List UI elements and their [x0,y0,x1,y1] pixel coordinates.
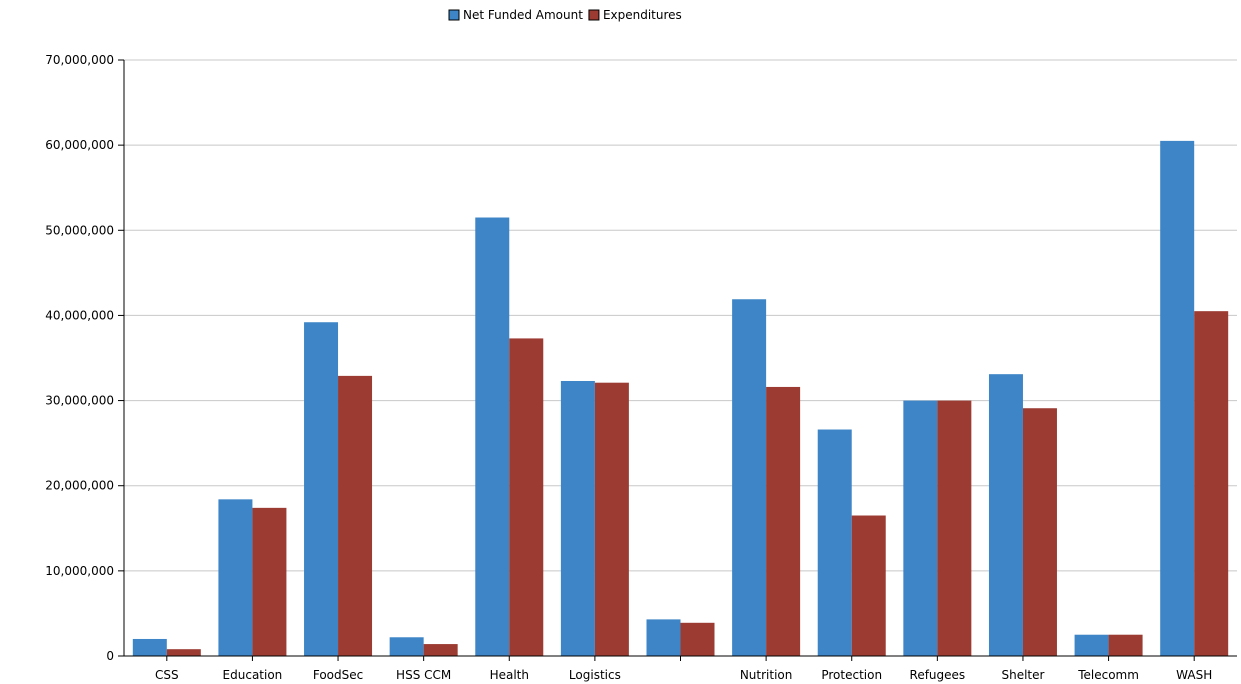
y-tick-label: 60,000,000 [45,138,114,152]
bar [1022,408,1057,656]
bar [218,499,253,656]
x-tick-label: Shelter [1001,668,1044,682]
bar [1160,140,1195,656]
bars [132,140,1229,656]
legend-label: Expenditures [603,8,682,22]
bar [988,374,1023,656]
x-tick-label: HSS CCM [396,668,451,682]
y-tick-label: 10,000,000 [45,564,114,578]
x-tick-label: Logistics [569,668,621,682]
bar [338,375,373,656]
x-tick-label: Protection [821,668,882,682]
bar [252,507,287,656]
bar [646,619,681,656]
y-tick-label: 70,000,000 [45,53,114,67]
x-tick-label: Telecomm [1077,668,1139,682]
x-tick-label: Refugees [910,668,966,682]
x-tick-label: CSS [155,668,179,682]
bar [903,400,938,656]
bar [304,322,339,656]
bar [509,338,544,656]
bar [1194,311,1229,656]
bar [1074,634,1109,656]
bar [475,217,510,656]
x-tick-label: Education [223,668,283,682]
legend-label: Net Funded Amount [463,8,583,22]
x-tick-label: Nutrition [740,668,793,682]
bar [132,638,167,656]
x-axis-ticks: CSS Education FoodSec HSS CCM Health Logistic… [155,656,1212,682]
legend-swatch [588,9,600,21]
bar [423,644,458,656]
bar [389,637,424,656]
bar [166,649,201,656]
legend-swatch [448,9,460,21]
axes [123,60,1237,657]
x-tick-label: Health [490,668,529,682]
bar [680,622,715,656]
x-tick-label: WASH [1176,668,1212,682]
y-tick-label: 0 [106,649,114,663]
bar [594,382,629,656]
legend: Net Funded Amount Expenditures [448,8,682,22]
bar [732,299,767,656]
bar [1108,634,1143,656]
bar [817,429,852,656]
bar [851,515,886,656]
gridlines [124,59,1237,572]
y-tick-label: 40,000,000 [45,308,114,322]
y-axis-ticks: 0 10,000,000 20,000,000 30,000,000 40,000,00… [45,53,124,663]
y-tick-label: 50,000,000 [45,223,114,237]
bar [766,386,801,656]
y-tick-label: 20,000,000 [45,479,114,493]
x-tick-label: FoodSec [313,668,363,682]
bar [937,400,972,656]
y-tick-label: 30,000,000 [45,394,114,408]
bar [560,380,595,656]
